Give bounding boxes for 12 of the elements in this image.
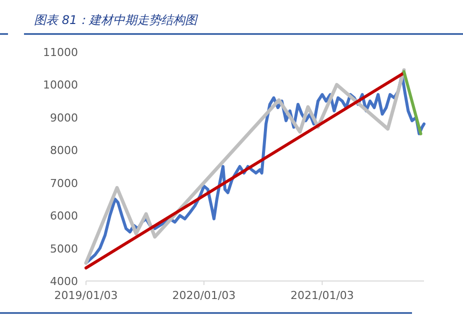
y-tick-label: 6000 bbox=[50, 210, 78, 223]
y-tick-label: 11000 bbox=[43, 46, 78, 59]
x-tick-label: 2019/01/03 bbox=[54, 289, 118, 302]
y-tick-label: 8000 bbox=[50, 144, 78, 158]
y-tick-label: 4000 bbox=[50, 275, 78, 288]
y-tick-label: 7000 bbox=[50, 176, 78, 190]
chart-title: 图表 81：建材中期走势结构图 bbox=[34, 13, 200, 27]
x-tick-label: 2020/01/03 bbox=[172, 289, 236, 302]
y-tick-label: 10000 bbox=[43, 78, 78, 92]
x-tick-label: 2021/01/03 bbox=[290, 289, 354, 302]
y-tick-label: 9000 bbox=[50, 111, 78, 124]
y-tick-label: 5000 bbox=[50, 242, 78, 256]
